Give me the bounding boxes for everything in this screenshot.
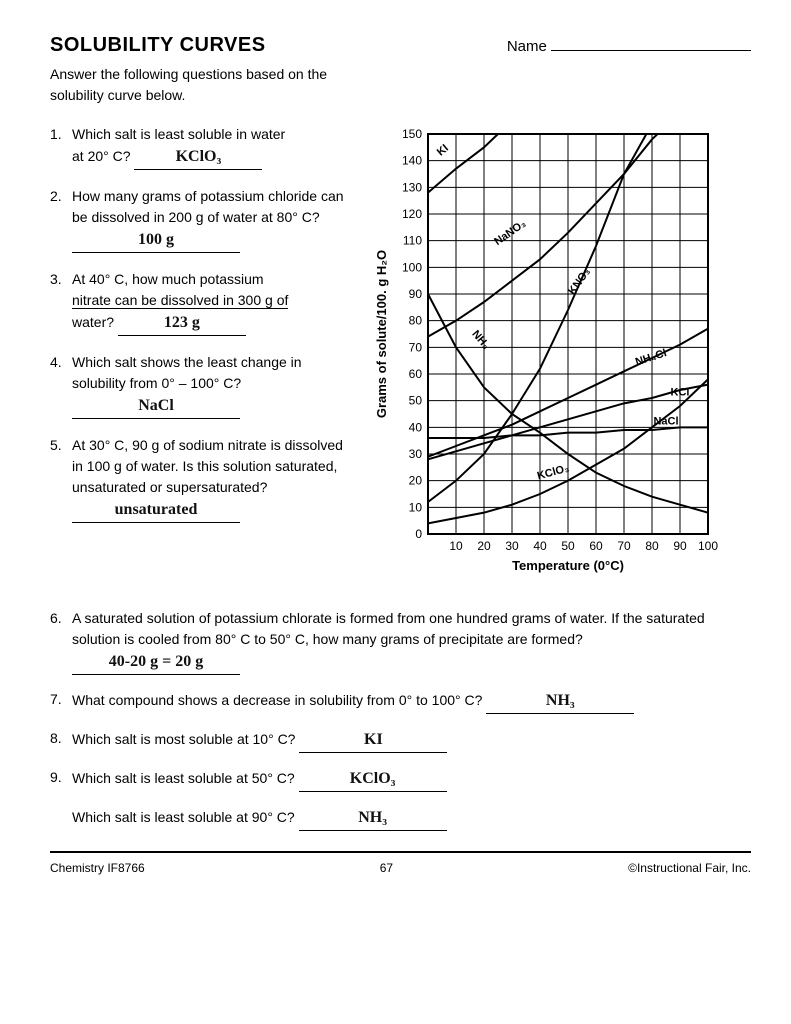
q2-number: 2. (50, 186, 72, 253)
footer-page-number: 67 (145, 859, 628, 877)
q2-text: How many grams of potassium chloride can… (72, 188, 344, 225)
solubility-chart: 10 20 30 40 50 60 70 80 90 100 0 10 20 30 40 50 60 70 80 90… (368, 124, 751, 590)
page-footer: Chemistry IF8766 67 ©Instructional Fair,… (50, 851, 751, 877)
svg-text:70: 70 (409, 340, 423, 354)
questions-column: 1. Which salt is least soluble in water … (50, 124, 350, 590)
name-label: Name (507, 38, 547, 55)
q9-text: Which salt is least soluble at 50° C? (72, 770, 295, 786)
q3-text-a: At 40° C, how much potassium (72, 271, 264, 287)
q1-text-a: Which salt is least soluble in water (72, 126, 285, 142)
q8-text: Which salt is most soluble at 10° C? (72, 731, 295, 747)
svg-text:KClO₃: KClO₃ (536, 462, 571, 482)
full-width-questions: 6. A saturated solution of potassium chl… (50, 608, 751, 831)
svg-text:100: 100 (402, 260, 422, 274)
question-6: 6. A saturated solution of potassium chl… (50, 608, 751, 675)
svg-text:20: 20 (409, 474, 423, 488)
question-2: 2. How many grams of potassium chloride … (50, 186, 350, 253)
q7-text: What compound shows a decrease in solubi… (72, 692, 482, 708)
svg-text:70: 70 (617, 539, 631, 553)
q8-number: 8. (50, 728, 72, 753)
svg-text:NaNO₃: NaNO₃ (492, 218, 528, 248)
q3-text-b: nitrate can be dissolved in 300 g of (72, 292, 288, 309)
page-title: SOLUBILITY CURVES (50, 30, 266, 60)
svg-text:50: 50 (561, 539, 575, 553)
intro-text: Answer the following questions based on … (50, 64, 350, 106)
svg-text:KCl: KCl (671, 386, 690, 398)
q7-number: 7. (50, 689, 72, 714)
svg-text:100: 100 (698, 539, 718, 553)
question-5: 5. At 30° C, 90 g of sodium nitrate is d… (50, 435, 350, 523)
q10-answer[interactable]: NH₃ (299, 806, 447, 831)
q1-number: 1. (50, 124, 72, 170)
svg-text:30: 30 (505, 539, 519, 553)
svg-text:NH₄Cl: NH₄Cl (634, 347, 668, 368)
q3-answer[interactable]: 123 g (118, 311, 246, 336)
footer-left: Chemistry IF8766 (50, 859, 145, 877)
svg-text:80: 80 (409, 314, 423, 328)
footer-right: ©Instructional Fair, Inc. (628, 859, 751, 877)
svg-text:NH₃: NH₃ (469, 328, 492, 352)
question-7: 7. What compound shows a decrease in sol… (50, 689, 751, 714)
q10-number (50, 806, 72, 831)
svg-text:40: 40 (409, 420, 423, 434)
q7-answer[interactable]: NH₃ (486, 689, 634, 714)
svg-text:80: 80 (645, 539, 659, 553)
q10-text: Which salt is least soluble at 90° C? (72, 809, 295, 825)
q4-number: 4. (50, 352, 72, 419)
q6-number: 6. (50, 608, 72, 675)
q4-answer[interactable]: NaCl (72, 394, 240, 419)
q5-answer[interactable]: unsaturated (72, 498, 240, 523)
q3-text-c: water? (72, 314, 114, 330)
svg-text:20: 20 (477, 539, 491, 553)
q9-number: 9. (50, 767, 72, 792)
svg-text:60: 60 (409, 367, 423, 381)
svg-text:90: 90 (409, 287, 423, 301)
question-10: Which salt is least soluble at 90° C? NH… (50, 806, 751, 831)
svg-text:140: 140 (402, 154, 422, 168)
svg-text:30: 30 (409, 447, 423, 461)
q9-answer[interactable]: KClO₃ (299, 767, 447, 792)
svg-text:150: 150 (402, 127, 422, 141)
q3-number: 3. (50, 269, 72, 336)
q6-text: A saturated solution of potassium chlora… (72, 610, 705, 647)
name-field: Name (507, 35, 751, 59)
svg-text:110: 110 (403, 234, 422, 248)
svg-text:40: 40 (533, 539, 547, 553)
question-3: 3. At 40° C, how much potassium nitrate … (50, 269, 350, 336)
question-4: 4. Which salt shows the least change in … (50, 352, 350, 419)
svg-text:130: 130 (402, 180, 422, 194)
name-blank-line[interactable] (551, 35, 751, 51)
svg-text:10: 10 (409, 500, 423, 514)
svg-text:10: 10 (449, 539, 463, 553)
svg-text:KI: KI (435, 142, 451, 158)
svg-text:0: 0 (415, 527, 422, 541)
q5-text: At 30° C, 90 g of sodium nitrate is diss… (72, 437, 343, 495)
svg-text:Grams of solute/100. g H₂O: Grams of solute/100. g H₂O (374, 250, 389, 418)
q1-answer[interactable]: KClO₃ (134, 145, 262, 170)
svg-text:90: 90 (673, 539, 687, 553)
q6-answer[interactable]: 40-20 g = 20 g (72, 650, 240, 675)
q4-text: Which salt shows the least change in sol… (72, 354, 302, 391)
question-9: 9. Which salt is least soluble at 50° C?… (50, 767, 751, 792)
svg-text:60: 60 (589, 539, 603, 553)
q1-text-b: at 20° C? (72, 148, 131, 164)
question-8: 8. Which salt is most soluble at 10° C? … (50, 728, 751, 753)
svg-text:KNO₃: KNO₃ (566, 266, 593, 297)
svg-text:50: 50 (409, 394, 423, 408)
q2-answer[interactable]: 100 g (72, 228, 240, 253)
question-1: 1. Which salt is least soluble in water … (50, 124, 350, 170)
chart-svg: 10 20 30 40 50 60 70 80 90 100 0 10 20 30 40 50 60 70 80 90… (368, 124, 728, 584)
svg-text:NaCl: NaCl (653, 416, 678, 428)
svg-text:Temperature (0°C): Temperature (0°C) (512, 558, 624, 573)
q5-number: 5. (50, 435, 72, 523)
svg-text:120: 120 (402, 207, 422, 221)
q8-answer[interactable]: KI (299, 728, 447, 753)
